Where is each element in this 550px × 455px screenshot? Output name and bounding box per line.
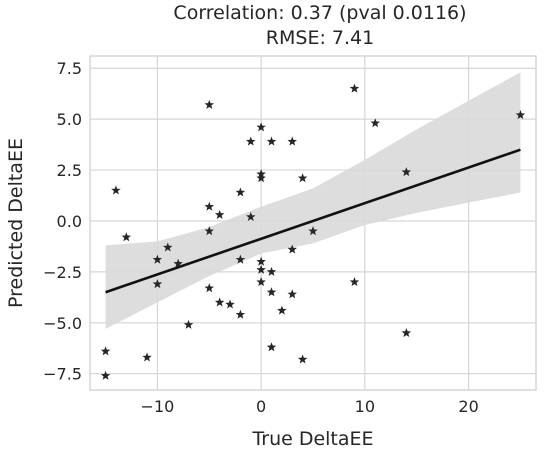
data-points [100, 83, 526, 380]
x-tick-label: −10 [141, 397, 175, 416]
data-point-star [246, 136, 256, 146]
x-axis-label: True DeltaEE [251, 428, 373, 450]
data-point-star [256, 256, 266, 266]
data-point-star [235, 309, 246, 319]
data-point-star [277, 305, 287, 315]
data-point-star [235, 187, 246, 197]
data-point-star [204, 99, 215, 109]
confidence-band [105, 72, 521, 329]
y-tick-label: 5.0 [57, 110, 82, 129]
data-point-star [515, 110, 526, 120]
y-tick-label: 7.5 [57, 59, 82, 78]
data-point-star [349, 83, 360, 93]
y-tick-label: 2.5 [57, 161, 82, 180]
data-point-star [111, 185, 121, 195]
x-tick-label: 20 [458, 397, 478, 416]
data-point-star [142, 352, 152, 362]
data-point-star [401, 327, 412, 338]
data-point-star [287, 244, 298, 254]
data-point-star [256, 122, 266, 132]
regression-line [105, 148, 521, 294]
y-tick-label: −7.5 [43, 365, 82, 384]
data-point-star [370, 118, 380, 128]
x-tick-label: 10 [355, 397, 375, 416]
data-point-star [121, 232, 132, 242]
data-point-star [163, 242, 173, 252]
data-point-star [266, 287, 277, 297]
data-point-star [287, 136, 298, 146]
data-point-star [266, 266, 277, 276]
y-tick-labels: −7.5 −5.0 −2.5 0.0 2.5 5.0 7.5 [43, 59, 82, 383]
data-point-star [214, 209, 225, 219]
x-tick-label: 0 [256, 397, 266, 416]
data-point-star [401, 167, 412, 177]
x-tick-labels: −10 0 10 20 [141, 397, 479, 416]
data-point-star [287, 289, 298, 299]
data-point-star [256, 277, 266, 287]
data-point-star [246, 211, 256, 221]
y-tick-label: 0.0 [57, 212, 82, 231]
chart-title-correlation: Correlation: 0.37 (pval 0.0116) [173, 2, 467, 24]
data-point-star [297, 173, 308, 183]
data-point-star [256, 173, 266, 183]
data-point-star [235, 254, 246, 264]
data-point-star [204, 226, 215, 236]
data-point-star [100, 346, 111, 356]
data-point-star [204, 283, 215, 293]
data-point-star [266, 136, 277, 146]
data-point-star [152, 279, 163, 289]
data-point-star [204, 201, 215, 211]
chart-title-rmse: RMSE: 7.41 [265, 27, 375, 49]
data-point-star [297, 354, 308, 364]
data-point-star [152, 254, 163, 264]
data-point-star [183, 319, 194, 329]
data-point-star [308, 226, 318, 236]
data-point-star [100, 370, 111, 380]
y-tick-label: −5.0 [43, 314, 82, 333]
data-point-star [225, 299, 235, 309]
y-axis-label: Predicted DeltaEE [5, 138, 27, 308]
y-tick-label: −2.5 [43, 263, 82, 282]
data-point-star [256, 264, 266, 274]
data-point-star [214, 297, 225, 307]
data-point-star [266, 342, 277, 352]
data-point-star [173, 258, 183, 268]
data-point-star [349, 277, 360, 287]
